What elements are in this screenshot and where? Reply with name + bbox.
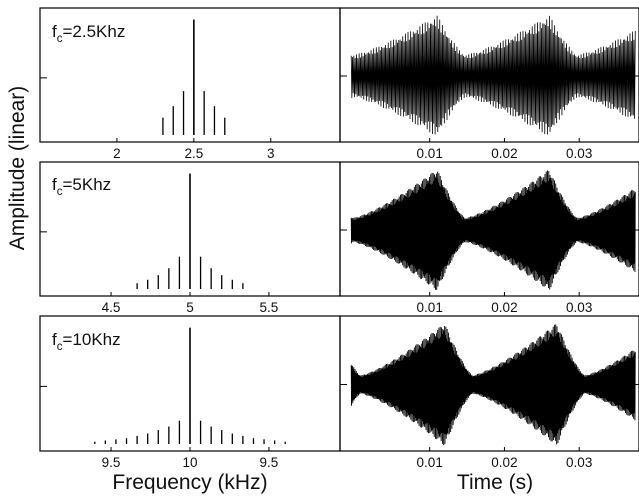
carrier-label: fc=10Khz xyxy=(52,330,121,353)
x-axis-title-time: Time (s) xyxy=(457,471,533,494)
x-tick-label: 0.02 xyxy=(491,146,517,161)
waveform-panel-5khz: 0.01 0.02 0.03 xyxy=(339,161,639,315)
x-tick-label: 0.03 xyxy=(566,146,592,161)
spectrum-panel-2.5khz: fc=2.5Khz 2 2.5 3 xyxy=(39,7,341,161)
x-tick-label: 9.5 xyxy=(260,455,279,470)
x-tick-label: 0.02 xyxy=(491,300,517,315)
x-tick-label: 0.01 xyxy=(417,455,443,470)
panel-frame xyxy=(339,315,639,452)
spectrum-panel-10khz: fc=10Khz 9.5 10 9.5 xyxy=(39,315,341,470)
spectral-lines xyxy=(136,173,244,289)
waveform-path xyxy=(350,15,636,135)
waveform-panel-10khz: 0.01 0.02 0.03 xyxy=(339,315,639,470)
panel-frame xyxy=(339,161,639,297)
x-axis-title-frequency: Frequency (kHz) xyxy=(112,471,267,494)
x-tick-label: 10 xyxy=(182,455,197,470)
x-tick-label: 4.5 xyxy=(102,300,121,315)
x-ticks: 4.5 5 5.5 xyxy=(102,292,279,315)
panel-frame xyxy=(339,7,639,143)
x-tick-label: 0.01 xyxy=(417,146,443,161)
x-tick-label: 2 xyxy=(113,146,121,161)
carrier-label: fc=5Khz xyxy=(52,175,111,198)
x-tick-label: 5 xyxy=(186,300,194,315)
waveform-path xyxy=(350,324,636,446)
spectral-lines xyxy=(162,19,226,135)
x-tick-label: 0.01 xyxy=(417,300,443,315)
x-tick-label: 0.03 xyxy=(566,455,592,470)
spectral-lines xyxy=(94,327,286,444)
waveform-trace xyxy=(350,15,636,135)
waveform-path xyxy=(350,170,636,291)
x-tick-label: 0.03 xyxy=(566,300,592,315)
waveform-trace xyxy=(350,170,636,291)
x-tick-label: 3 xyxy=(267,146,275,161)
carrier-label: fc=2.5Khz xyxy=(52,22,125,45)
x-ticks: 0.01 0.02 0.03 xyxy=(417,292,592,315)
x-tick-label: 5.5 xyxy=(260,300,279,315)
x-tick-label: 2.5 xyxy=(184,146,203,161)
x-ticks: 0.01 0.02 0.03 xyxy=(417,447,592,470)
x-ticks: 9.5 10 9.5 xyxy=(102,447,279,470)
waveform-trace xyxy=(350,324,636,446)
x-ticks: 0.01 0.02 0.03 xyxy=(417,138,592,161)
x-tick-label: 9.5 xyxy=(102,455,121,470)
x-ticks: 2 2.5 3 xyxy=(113,138,275,161)
y-axis-title: Amplitude (linear) xyxy=(6,86,29,251)
waveform-panel-2.5khz: 0.01 0.02 0.03 xyxy=(339,7,639,161)
spectrum-panel-5khz: fc=5Khz 4.5 5 5.5 xyxy=(39,161,341,315)
x-tick-label: 0.02 xyxy=(491,455,517,470)
